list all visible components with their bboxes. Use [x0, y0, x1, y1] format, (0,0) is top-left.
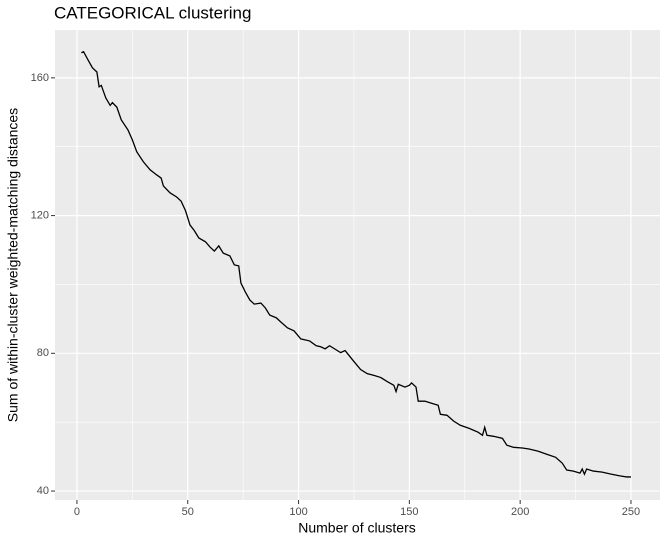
y-tick-label: 160	[31, 72, 49, 84]
x-tick-label: 0	[74, 506, 80, 518]
y-tick-label: 80	[37, 347, 49, 359]
x-tick-label: 200	[511, 506, 529, 518]
x-tick-label: 100	[289, 506, 307, 518]
x-tick-label: 150	[400, 506, 418, 518]
line	[81, 50, 631, 478]
x-axis-title: Number of clusters	[298, 520, 415, 536]
grid	[55, 30, 660, 500]
x-tick-label: 50	[182, 506, 194, 518]
y-tick-label: 40	[37, 485, 49, 497]
panel	[55, 30, 660, 500]
chart-title: CATEGORICAL clustering	[54, 3, 251, 22]
y-tick-label: 120	[31, 209, 49, 221]
x-tick-label: 250	[622, 506, 640, 518]
y-axis-title: Sum of within-cluster weighted-matching …	[5, 108, 21, 422]
plot	[81, 50, 631, 478]
